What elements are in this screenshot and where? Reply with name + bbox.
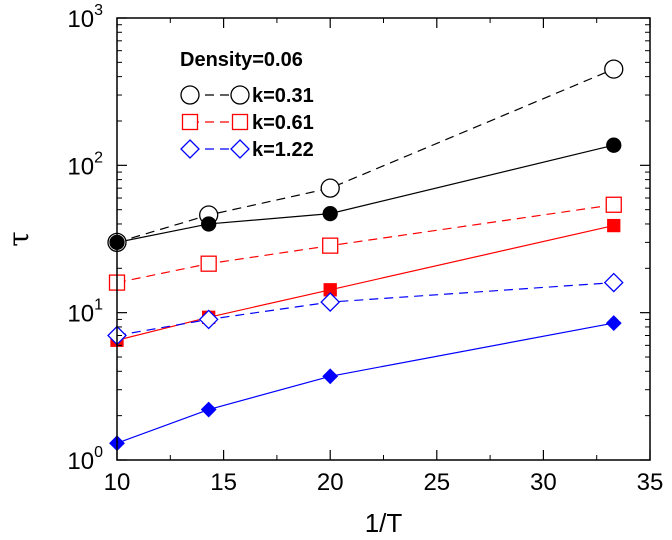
y-tick-base: 10	[67, 301, 94, 328]
data-point-2-1	[200, 255, 217, 272]
series-line-2	[116, 204, 614, 284]
y-tick-exponent: 1	[94, 297, 103, 314]
x-tick-label: 10	[104, 469, 131, 496]
y-tick-exponent: 3	[94, 2, 103, 19]
legend-label-2: k=0.61	[252, 112, 314, 134]
x-tick-label: 20	[317, 469, 344, 496]
data-point-2-3	[605, 196, 622, 213]
y-tick-label: 100	[67, 444, 103, 475]
y-tick-base: 10	[67, 153, 94, 180]
data-point-4-3	[603, 272, 624, 293]
y-tick-base: 10	[67, 6, 94, 33]
series-lines	[116, 68, 614, 444]
legend-label-0: k=0.31	[252, 85, 314, 107]
data-point-2-2	[322, 237, 339, 254]
data-point-0-2	[320, 178, 340, 198]
data-point-0-3	[604, 59, 624, 79]
axis-ticks	[116, 17, 651, 461]
data-point-3-3	[607, 218, 621, 233]
x-tick-label: 35	[637, 469, 664, 496]
legend-marker-end-4	[230, 139, 250, 159]
legend-marker-start-2	[181, 113, 199, 131]
series-line-3	[116, 224, 614, 341]
x-tick-label: 30	[530, 469, 557, 496]
series-line-4	[116, 281, 614, 337]
legend-label-4: k=1.22	[252, 139, 314, 161]
y-tick-exponent: 0	[94, 444, 103, 461]
data-point-5-1	[200, 401, 217, 418]
plot-frame	[116, 17, 651, 461]
data-point-1-1	[201, 216, 217, 232]
data-point-1-3	[606, 137, 622, 153]
y-tick-label: 102	[67, 149, 103, 180]
x-tick-label: 25	[423, 469, 450, 496]
y-tick-exponent: 2	[94, 149, 103, 166]
y-axis-label: τ	[2, 231, 35, 247]
legend-marker-start-0	[180, 85, 200, 105]
legend-marker-start-4	[180, 139, 200, 159]
data-point-4-1	[198, 309, 219, 330]
series-line-0	[116, 68, 614, 243]
data-point-4-2	[320, 292, 341, 312]
data-point-5-2	[322, 368, 339, 385]
legend-title: Density=0.06	[180, 49, 303, 71]
series-line-1	[116, 144, 614, 243]
legend-marker-end-0	[230, 85, 250, 105]
data-point-1-2	[322, 205, 338, 222]
y-tick-label: 101	[67, 297, 103, 328]
y-tick-label: 103	[67, 2, 103, 33]
data-point-5-3	[605, 315, 622, 331]
x-tick-label: 15	[210, 469, 237, 496]
y-tick-base: 10	[67, 448, 94, 475]
legend: Density=0.06 k=0.31 k=0.61 k=1.22	[180, 49, 314, 161]
series-line-5	[116, 322, 614, 444]
x-axis-label: 1/T	[365, 508, 403, 538]
legend-marker-end-2	[231, 113, 249, 131]
